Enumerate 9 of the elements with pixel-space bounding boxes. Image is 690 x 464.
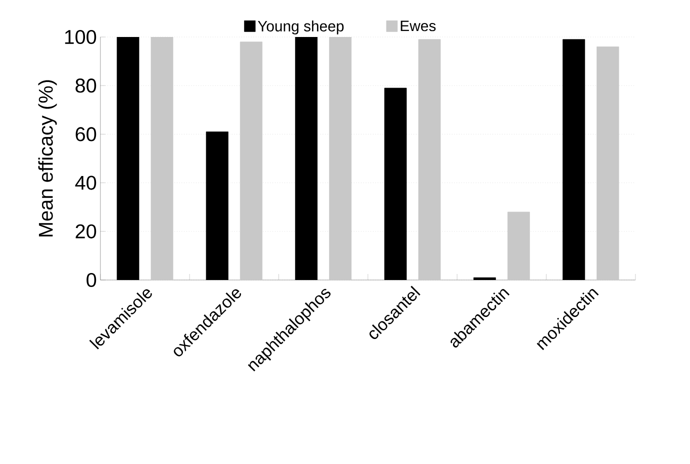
legend-label: Young sheep <box>258 20 344 34</box>
legend-label: Ewes <box>400 20 436 32</box>
y-tick-label: 40 <box>75 176 96 190</box>
y-tick-label: 80 <box>76 78 96 93</box>
y-axis-title: Mean efficacy (%) <box>38 80 57 236</box>
y-tick-label: 100 <box>65 30 96 44</box>
y-tick-label: 0 <box>86 272 96 288</box>
y-tick-label: 60 <box>76 127 96 142</box>
y-tick-label: 20 <box>76 224 96 238</box>
